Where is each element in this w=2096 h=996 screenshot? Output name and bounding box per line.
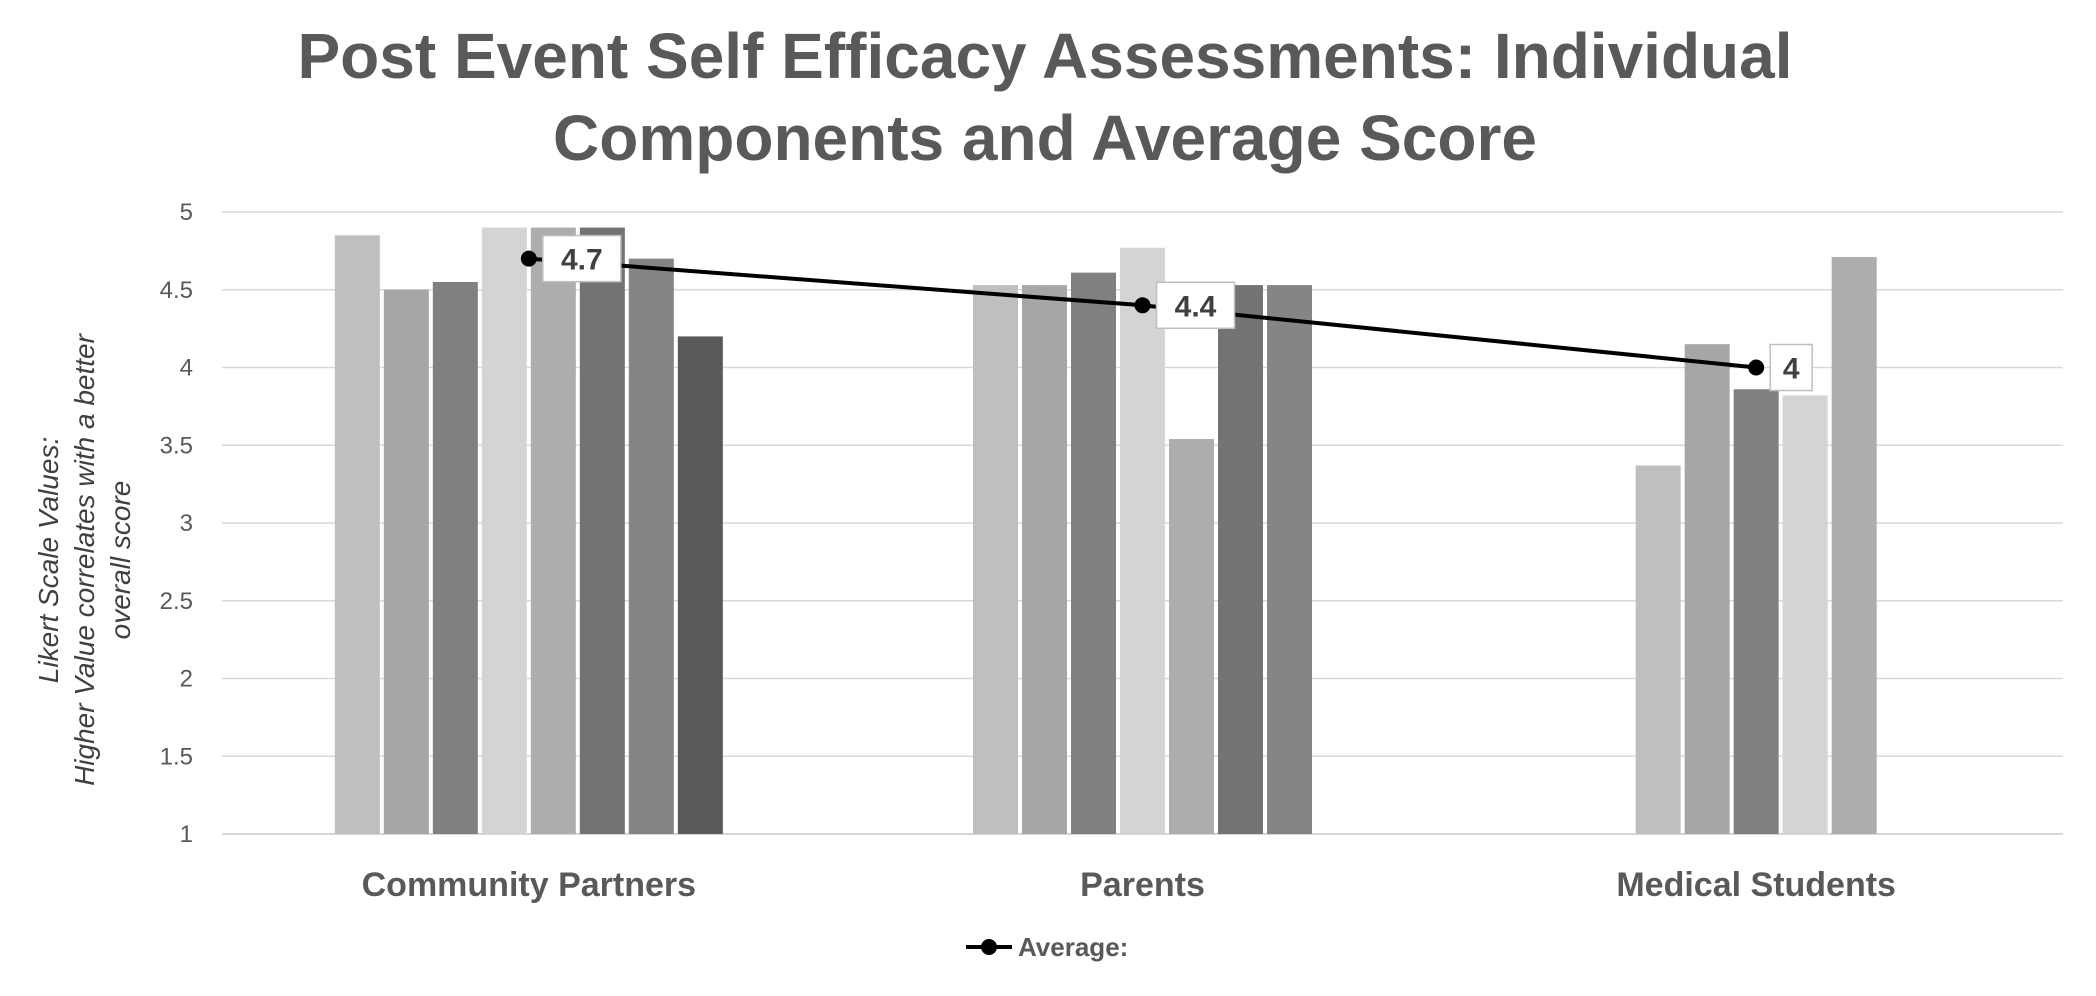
y-tick-labels: 1 1.5 2 2.5 3 3.5 4 4.5 5 <box>160 199 193 848</box>
y-axis-label: Likert Scale Values: Higher Value correl… <box>33 332 136 786</box>
bar <box>1782 395 1828 834</box>
chart-title-line-1: Post Event Self Efficacy Assessments: In… <box>297 20 1792 92</box>
x-tick-label: Community Partners <box>362 866 696 904</box>
y-tick-label: 1 <box>180 821 193 848</box>
y-tick-label: 4.5 <box>160 277 193 304</box>
data-label-box <box>1769 343 1813 392</box>
average-point <box>1748 359 1765 376</box>
y-tick-label: 2 <box>180 666 193 693</box>
bar <box>1169 439 1214 834</box>
y-tick-label: 4 <box>180 355 193 382</box>
y-axis-label-line-1: Likert Scale Values: <box>33 437 64 683</box>
x-tick-labels: Community Partners Parents Medical Student… <box>362 866 1896 904</box>
data-label-box <box>542 234 622 283</box>
bar <box>383 289 429 834</box>
legend-label: Average: <box>1018 932 1128 962</box>
bar <box>1120 247 1165 834</box>
bar <box>1022 285 1067 835</box>
bar <box>334 235 380 834</box>
data-label: 4.7 <box>561 244 603 277</box>
average-point <box>520 250 537 267</box>
legend: Average: <box>966 932 1128 962</box>
y-axis-label-line-3: overall score <box>105 481 136 640</box>
bar <box>530 227 576 835</box>
y-tick-label: 3.5 <box>160 432 193 459</box>
bar <box>579 227 625 835</box>
average-series: 4.7 4.4 4 <box>520 234 1813 392</box>
bar <box>1733 389 1779 834</box>
data-label: 4 <box>1783 353 1800 386</box>
bar <box>1218 285 1263 835</box>
chart-title-line-2: Components and Average Score <box>553 102 1537 174</box>
bars <box>334 227 1877 835</box>
chart-title: Post Event Self Efficacy Assessments: In… <box>297 20 1792 174</box>
average-point <box>1134 297 1151 314</box>
y-tick-label: 2.5 <box>160 588 193 615</box>
x-tick-label: Medical Students <box>1616 866 1896 904</box>
x-tick-label: Parents <box>1080 866 1205 904</box>
y-tick-label: 3 <box>180 510 193 537</box>
bar <box>1831 257 1877 835</box>
bar <box>1267 285 1312 835</box>
data-label-box <box>1155 281 1236 330</box>
bar <box>677 336 723 834</box>
y-axis-label-line-2: Higher Value correlates with a better <box>69 332 100 786</box>
data-label: 4.4 <box>1175 290 1217 323</box>
bar <box>481 227 527 835</box>
bar <box>432 281 478 835</box>
legend-point-marker <box>981 939 997 955</box>
bar <box>1635 465 1681 834</box>
bar <box>1684 344 1730 834</box>
bar <box>973 285 1018 835</box>
bar <box>1071 272 1116 834</box>
y-tick-label: 1.5 <box>160 743 193 770</box>
bar <box>628 258 674 834</box>
y-tick-label: 5 <box>180 199 193 226</box>
